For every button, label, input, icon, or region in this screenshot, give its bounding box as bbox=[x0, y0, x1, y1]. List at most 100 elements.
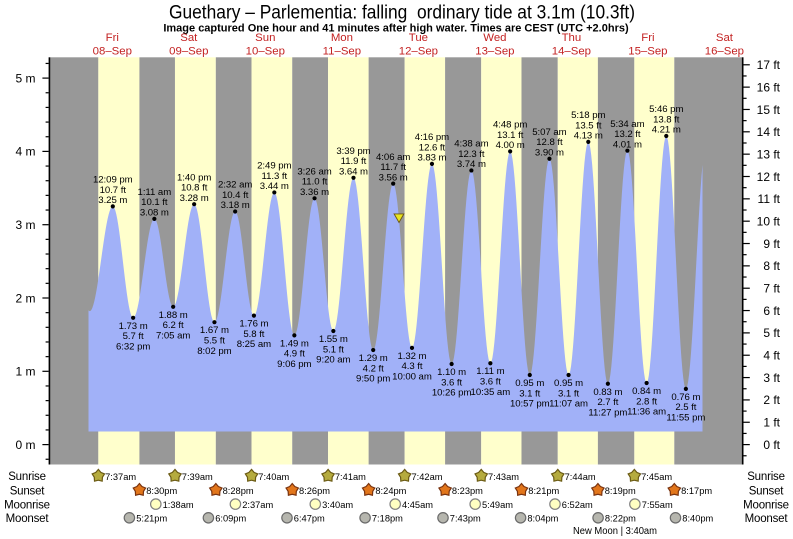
svg-text:Wed: Wed bbox=[483, 32, 506, 44]
svg-text:Sat: Sat bbox=[716, 32, 734, 44]
svg-text:5.5 ft: 5.5 ft bbox=[204, 336, 225, 347]
svg-text:7:05 am: 7:05 am bbox=[156, 330, 190, 341]
svg-text:11.7 ft: 11.7 ft bbox=[380, 162, 406, 173]
svg-text:7:18pm: 7:18pm bbox=[372, 514, 403, 524]
svg-text:2.7 ft: 2.7 ft bbox=[597, 397, 618, 408]
svg-text:5.7 ft: 5.7 ft bbox=[123, 331, 144, 342]
svg-text:4.2 ft: 4.2 ft bbox=[363, 363, 384, 374]
svg-text:Moonrise: Moonrise bbox=[743, 499, 789, 511]
svg-text:Image captured One hour and 41: Image captured One hour and 41 minutes a… bbox=[163, 23, 629, 35]
svg-text:17 ft: 17 ft bbox=[757, 58, 781, 72]
svg-text:10:26 pm: 10:26 pm bbox=[432, 388, 472, 399]
svg-text:Sunset: Sunset bbox=[10, 485, 46, 497]
svg-text:4:48 pm: 4:48 pm bbox=[493, 120, 527, 131]
svg-text:5 ft: 5 ft bbox=[763, 326, 780, 340]
svg-text:8:28pm: 8:28pm bbox=[223, 486, 254, 496]
svg-text:11.0 ft: 11.0 ft bbox=[302, 177, 328, 188]
svg-text:16–Sep: 16–Sep bbox=[705, 45, 744, 57]
svg-text:Moonset: Moonset bbox=[745, 513, 789, 525]
svg-text:5:07 am: 5:07 am bbox=[532, 127, 566, 138]
svg-text:3.25 m: 3.25 m bbox=[98, 195, 127, 206]
svg-text:1.49 m: 1.49 m bbox=[280, 338, 309, 349]
svg-text:0.76 m: 0.76 m bbox=[671, 392, 700, 403]
svg-text:1.73 m: 1.73 m bbox=[119, 321, 148, 332]
svg-text:7 ft: 7 ft bbox=[763, 282, 780, 296]
svg-text:3.90 m: 3.90 m bbox=[535, 147, 564, 158]
svg-text:8:30pm: 8:30pm bbox=[146, 486, 177, 496]
svg-text:6:52am: 6:52am bbox=[562, 500, 593, 510]
svg-text:13–Sep: 13–Sep bbox=[475, 45, 514, 57]
svg-text:8:24pm: 8:24pm bbox=[375, 486, 406, 496]
svg-text:Thu: Thu bbox=[562, 32, 582, 44]
svg-text:08–Sep: 08–Sep bbox=[93, 45, 132, 57]
svg-text:10.8 ft: 10.8 ft bbox=[181, 183, 208, 194]
svg-text:1:38am: 1:38am bbox=[163, 500, 194, 510]
svg-text:8:19pm: 8:19pm bbox=[605, 486, 636, 496]
svg-text:5.8 ft: 5.8 ft bbox=[243, 329, 264, 340]
svg-text:4:16 pm: 4:16 pm bbox=[415, 132, 449, 143]
svg-text:12.3 ft: 12.3 ft bbox=[458, 149, 485, 160]
svg-text:8:25 am: 8:25 am bbox=[237, 339, 271, 350]
svg-text:2 m: 2 m bbox=[15, 291, 35, 305]
svg-text:3.28 m: 3.28 m bbox=[180, 193, 209, 204]
svg-text:5 m: 5 m bbox=[15, 71, 35, 85]
svg-text:1.88 m: 1.88 m bbox=[159, 310, 188, 321]
svg-text:3:26 am: 3:26 am bbox=[297, 167, 331, 178]
svg-text:13.5 ft: 13.5 ft bbox=[575, 120, 602, 131]
svg-text:10.1 ft: 10.1 ft bbox=[141, 197, 168, 208]
svg-text:7:41am: 7:41am bbox=[335, 472, 366, 482]
svg-text:1.10 m: 1.10 m bbox=[437, 367, 466, 378]
svg-text:2.8 ft: 2.8 ft bbox=[636, 396, 657, 407]
svg-text:11:36 am: 11:36 am bbox=[627, 407, 666, 418]
svg-text:8:17pm: 8:17pm bbox=[681, 486, 712, 496]
svg-text:7:44am: 7:44am bbox=[565, 472, 596, 482]
svg-text:0.95 m: 0.95 m bbox=[554, 378, 583, 389]
svg-text:8:04pm: 8:04pm bbox=[527, 514, 558, 524]
svg-text:Fri: Fri bbox=[106, 32, 119, 44]
svg-text:1.32 m: 1.32 m bbox=[397, 351, 426, 362]
svg-text:10 ft: 10 ft bbox=[757, 215, 781, 229]
svg-text:4.01 m: 4.01 m bbox=[613, 139, 642, 150]
svg-text:3.56 m: 3.56 m bbox=[379, 172, 408, 183]
svg-text:8:02 pm: 8:02 pm bbox=[197, 346, 231, 357]
svg-text:Sun: Sun bbox=[255, 32, 275, 44]
svg-text:1.11 m: 1.11 m bbox=[476, 366, 504, 377]
svg-text:3 m: 3 m bbox=[15, 218, 35, 232]
svg-text:7:55am: 7:55am bbox=[642, 500, 673, 510]
svg-text:2.5 ft: 2.5 ft bbox=[675, 402, 696, 413]
svg-text:15–Sep: 15–Sep bbox=[628, 45, 667, 57]
svg-text:7:45am: 7:45am bbox=[641, 472, 672, 482]
svg-text:3.36 m: 3.36 m bbox=[300, 187, 329, 198]
svg-text:9:20 am: 9:20 am bbox=[316, 355, 350, 366]
svg-text:4.21 m: 4.21 m bbox=[652, 125, 681, 136]
svg-text:0 ft: 0 ft bbox=[763, 438, 780, 452]
svg-text:11 ft: 11 ft bbox=[758, 192, 781, 206]
svg-text:10:35 am: 10:35 am bbox=[471, 387, 511, 398]
svg-text:3.1 ft: 3.1 ft bbox=[519, 388, 540, 399]
svg-text:10:57 pm: 10:57 pm bbox=[510, 399, 550, 410]
svg-text:10.7 ft: 10.7 ft bbox=[100, 185, 127, 196]
svg-text:11.9 ft: 11.9 ft bbox=[341, 156, 367, 167]
svg-text:8:40pm: 8:40pm bbox=[682, 514, 713, 524]
svg-text:5.1 ft: 5.1 ft bbox=[323, 344, 344, 355]
svg-text:4.00 m: 4.00 m bbox=[496, 140, 525, 151]
svg-text:7:39am: 7:39am bbox=[182, 472, 213, 482]
svg-text:9 ft: 9 ft bbox=[763, 237, 780, 251]
svg-text:1.55 m: 1.55 m bbox=[319, 334, 348, 345]
svg-text:13 ft: 13 ft bbox=[757, 148, 781, 162]
svg-text:16 ft: 16 ft bbox=[757, 80, 781, 94]
svg-text:10.4 ft: 10.4 ft bbox=[222, 190, 249, 201]
svg-text:5:49am: 5:49am bbox=[482, 500, 513, 510]
svg-text:2:32 am: 2:32 am bbox=[218, 180, 252, 191]
svg-text:3.74 m: 3.74 m bbox=[457, 159, 486, 170]
svg-text:15 ft: 15 ft bbox=[757, 103, 781, 117]
svg-text:1 m: 1 m bbox=[15, 365, 35, 379]
svg-text:3.6 ft: 3.6 ft bbox=[441, 377, 462, 388]
svg-text:New Moon | 3:40am: New Moon | 3:40am bbox=[573, 526, 657, 537]
svg-text:1 ft: 1 ft bbox=[763, 416, 780, 430]
svg-text:3.08 m: 3.08 m bbox=[140, 207, 169, 218]
svg-text:3.83 m: 3.83 m bbox=[417, 153, 446, 164]
svg-text:12.6 ft: 12.6 ft bbox=[419, 142, 446, 153]
svg-text:4.13 m: 4.13 m bbox=[574, 131, 603, 142]
svg-text:4:38 am: 4:38 am bbox=[454, 139, 488, 150]
